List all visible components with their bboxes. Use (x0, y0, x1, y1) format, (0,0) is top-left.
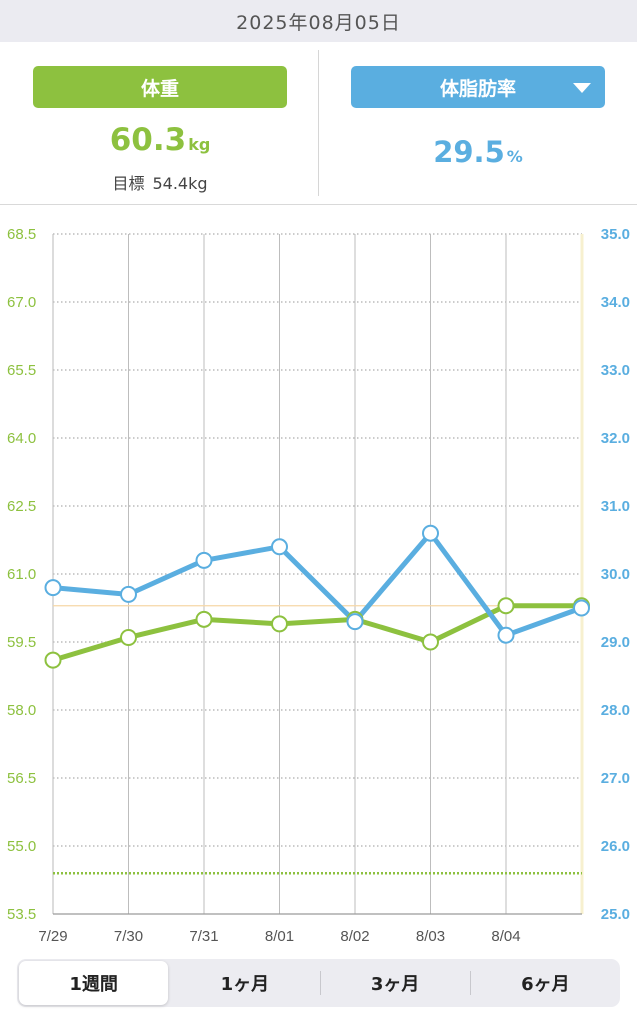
y-right-tick-label: 25.0 (601, 906, 630, 923)
y-right-tick-label: 34.0 (601, 294, 630, 311)
tab-separator (469, 971, 471, 995)
tab-1-week[interactable]: 1週間 (19, 961, 169, 1005)
tab-1-month[interactable]: 1ヶ月 (170, 961, 319, 1005)
body-fat-data-point (44, 579, 62, 597)
weight-series-line (50, 603, 584, 663)
weight-button-label: 体重 (140, 77, 179, 100)
x-tick-label: 8/04 (491, 928, 520, 945)
y-right-tick-label: 28.0 (601, 702, 630, 719)
body-fat-data-point (346, 613, 364, 631)
weight-data-point (44, 651, 62, 669)
weight-data-point (195, 610, 213, 628)
tab-6-months-label: 6ヶ月 (521, 974, 570, 995)
weight-value: 60.3 kg (33, 122, 287, 158)
weight-data-point (497, 597, 515, 615)
x-tick-label: 8/03 (416, 928, 445, 945)
y-left-tick-label: 62.5 (7, 498, 36, 515)
y-left-tick-label: 56.5 (7, 770, 36, 787)
y-left-tick-label: 55.0 (7, 838, 36, 855)
weight-button[interactable]: 体重 (33, 66, 287, 108)
y-left-tick-label: 65.5 (7, 362, 36, 379)
y-right-tick-label: 35.0 (601, 226, 630, 243)
body-fat-data-point (195, 551, 213, 569)
weight-goal: 目標 54.4kg (33, 170, 287, 194)
y-right-tick-label: 26.0 (601, 838, 630, 855)
y-left-tick-label: 59.5 (7, 634, 36, 651)
tab-3-months-label: 3ヶ月 (370, 974, 420, 995)
body-fat-dropdown[interactable]: 体脂肪率 (351, 66, 605, 108)
y-left-tick-label: 61.0 (7, 566, 36, 583)
period-tabs: 1週間 1ヶ月 3ヶ月 6ヶ月 (17, 959, 620, 1007)
y-left-tick-label: 68.5 (7, 226, 36, 243)
y-right-tick-label: 33.0 (601, 362, 630, 379)
current-date: 2025年08月05日 (236, 11, 401, 34)
y-right-tick-label: 31.0 (601, 498, 630, 515)
weight-data-point (422, 633, 439, 651)
body-fat-button-label: 体脂肪率 (439, 77, 516, 100)
y-left-tick-label: 67.0 (7, 294, 36, 311)
x-tick-label: 7/31 (189, 928, 218, 945)
body-fat-unit: % (506, 147, 523, 166)
goal-label: 目標 (112, 174, 145, 193)
body-fat-data-point (573, 599, 590, 617)
x-tick-label: 8/02 (340, 928, 369, 945)
body-fat-data-point (422, 524, 439, 542)
body-fat-series-line (50, 530, 584, 638)
trend-chart[interactable]: 68.5 67.0 65.5 64.0 62.5 61.0 59.5 58.0 56.5 55.0… (0, 205, 637, 950)
x-tick-label: 7/29 (38, 928, 67, 945)
tab-3-months[interactable]: 3ヶ月 (321, 961, 470, 1005)
y-left-tick-label: 53.5 (7, 906, 36, 923)
weight-value-number: 60.3 (109, 122, 187, 158)
weight-unit: kg (188, 135, 211, 154)
tab-separator (319, 971, 321, 995)
y-right-tick-label: 27.0 (601, 770, 630, 787)
summary-panel: 体重 60.3 kg 目標 54.4kg 体脂肪率 29.5% (0, 42, 637, 205)
y-left-tick-label: 64.0 (7, 430, 36, 447)
y-right-tick-label: 32.0 (601, 430, 630, 447)
summary-divider (318, 50, 319, 196)
weight-data-point (120, 628, 137, 646)
weight-data-point (271, 615, 288, 633)
x-tick-label: 8/01 (265, 928, 294, 945)
y-left-tick-label: 58.0 (7, 702, 36, 719)
tab-1-week-label: 1週間 (69, 974, 118, 995)
body-fat-data-point (271, 538, 288, 556)
goal-value: 54.4kg (152, 174, 208, 193)
body-fat-data-point (120, 585, 137, 603)
date-header: 2025年08月05日 (0, 0, 637, 42)
body-fat-value: 29.5% (351, 135, 605, 169)
tab-6-months[interactable]: 6ヶ月 (471, 961, 620, 1005)
x-tick-label: 7/30 (114, 928, 143, 945)
body-fat-value-number: 29.5 (433, 135, 505, 169)
y-right-tick-label: 29.0 (601, 634, 630, 651)
tab-1-month-label: 1ヶ月 (220, 974, 270, 995)
body-fat-data-point (497, 626, 515, 644)
y-right-tick-label: 30.0 (601, 566, 630, 583)
triangle-down-icon (573, 83, 591, 93)
